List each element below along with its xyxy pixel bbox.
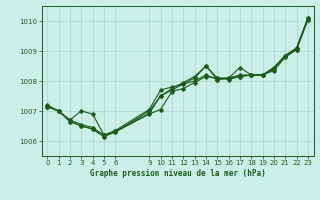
X-axis label: Graphe pression niveau de la mer (hPa): Graphe pression niveau de la mer (hPa): [90, 169, 266, 178]
